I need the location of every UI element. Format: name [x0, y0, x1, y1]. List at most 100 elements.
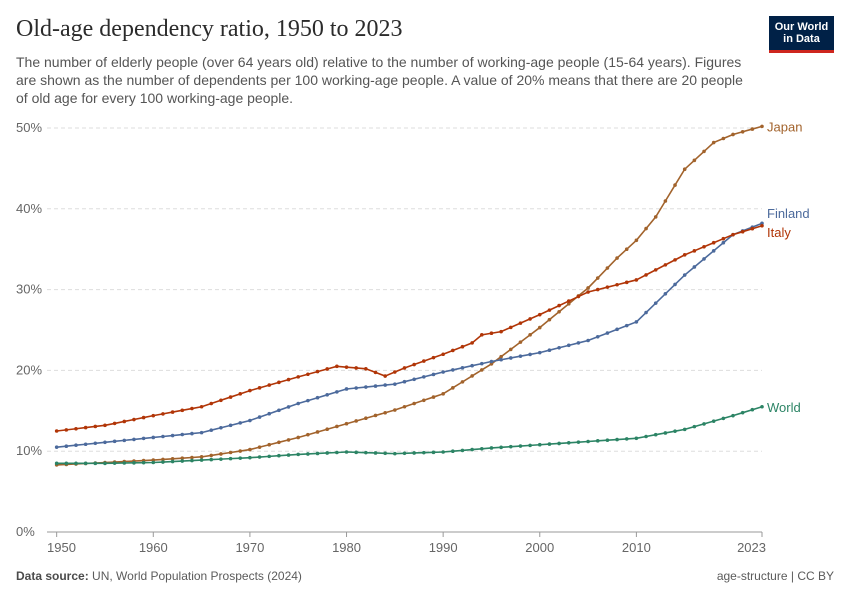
data-point-japan — [605, 266, 610, 270]
data-point-finland — [238, 421, 243, 425]
data-point-japan — [740, 129, 745, 134]
data-point-italy — [393, 370, 397, 374]
data-point-japan — [595, 276, 600, 280]
data-point-japan — [325, 427, 330, 432]
data-point-world — [93, 461, 98, 466]
y-tick-label: 30% — [16, 282, 42, 297]
data-point-italy — [286, 377, 291, 382]
data-point-finland — [228, 423, 233, 428]
data-point-world — [199, 458, 204, 462]
data-point-japan — [335, 424, 339, 429]
data-point-finland — [141, 436, 146, 441]
data-point-world — [479, 446, 484, 451]
data-point-italy — [54, 429, 59, 433]
data-point-world — [209, 457, 214, 462]
data-point-world — [422, 450, 426, 455]
data-point-world — [644, 434, 648, 439]
data-point-world — [431, 450, 436, 455]
data-point-italy — [615, 282, 619, 287]
data-point-japan — [209, 453, 214, 458]
data-point-italy — [528, 317, 532, 321]
data-point-italy — [373, 370, 378, 375]
data-point-finland — [161, 434, 165, 439]
data-point-japan — [228, 450, 233, 455]
data-point-japan — [470, 374, 474, 378]
data-point-finland — [605, 331, 610, 335]
x-tick-label: 2000 — [525, 540, 554, 555]
data-point-finland — [74, 443, 78, 448]
data-point-italy — [740, 229, 745, 234]
data-point-italy — [760, 223, 764, 228]
data-point-italy — [412, 362, 416, 367]
data-point-world — [402, 451, 407, 456]
data-point-finland — [566, 343, 571, 348]
data-point-world — [682, 427, 687, 432]
data-point-world — [576, 440, 581, 444]
data-point-world — [161, 460, 165, 464]
data-point-world — [364, 450, 368, 455]
data-point-italy — [518, 321, 523, 325]
data-point-italy — [151, 413, 156, 418]
footer-license[interactable]: age-structure | CC BY — [716, 569, 834, 583]
x-tick-label: 1970 — [235, 540, 264, 555]
series-label-japan: Japan — [767, 119, 802, 134]
data-point-italy — [547, 308, 552, 312]
data-point-world — [64, 461, 69, 466]
data-point-world — [296, 452, 301, 457]
data-point-world — [663, 431, 668, 435]
data-point-italy — [566, 299, 571, 303]
data-point-world — [393, 451, 397, 456]
data-point-italy — [364, 366, 368, 371]
data-point-world — [267, 454, 272, 459]
data-source-text[interactable]: UN, World Population Prospects (2024) — [92, 569, 302, 583]
data-point-finland — [702, 257, 706, 261]
owid-logo[interactable]: Our World in Data — [769, 16, 834, 53]
logo-line-1: Our World — [774, 21, 829, 33]
data-point-finland — [479, 361, 484, 366]
data-point-finland — [615, 327, 619, 332]
data-point-world — [335, 450, 339, 455]
data-point-italy — [190, 406, 194, 411]
data-point-world — [537, 442, 542, 447]
data-point-japan — [644, 226, 648, 231]
data-point-world — [731, 413, 735, 418]
y-tick-label: 20% — [16, 362, 42, 377]
y-tick-label: 40% — [16, 201, 42, 216]
data-point-world — [711, 419, 716, 423]
data-point-italy — [248, 388, 252, 393]
data-point-japan — [364, 416, 368, 421]
data-point-japan — [383, 410, 387, 415]
data-point-finland — [364, 385, 368, 389]
data-point-japan — [257, 445, 262, 449]
data-point-italy — [141, 415, 146, 420]
data-point-finland — [508, 356, 513, 360]
data-point-world — [248, 455, 252, 460]
data-point-finland — [373, 384, 378, 388]
data-point-italy — [721, 236, 726, 241]
data-point-italy — [586, 290, 590, 294]
data-point-italy — [537, 312, 542, 317]
data-point-finland — [547, 348, 552, 353]
data-point-japan — [557, 309, 561, 314]
data-point-finland — [122, 438, 127, 443]
x-tick-label: 1990 — [429, 540, 458, 555]
data-point-world — [615, 437, 619, 442]
data-point-world — [653, 432, 658, 437]
data-point-world — [180, 459, 185, 463]
data-point-world — [344, 450, 349, 454]
series-lines — [54, 124, 764, 467]
data-point-finland — [692, 265, 697, 269]
data-point-italy — [93, 424, 98, 429]
data-point-world — [740, 410, 745, 415]
data-point-world — [354, 450, 358, 455]
data-point-italy — [383, 374, 387, 378]
series-label-finland: Finland — [767, 206, 810, 221]
gridlines — [47, 127, 762, 452]
data-point-finland — [663, 292, 668, 296]
data-point-japan — [634, 238, 639, 243]
data-point-italy — [132, 417, 136, 422]
data-point-finland — [721, 240, 726, 245]
data-point-world — [151, 460, 156, 465]
series-label-world: World — [767, 400, 801, 415]
data-point-world — [528, 443, 532, 448]
